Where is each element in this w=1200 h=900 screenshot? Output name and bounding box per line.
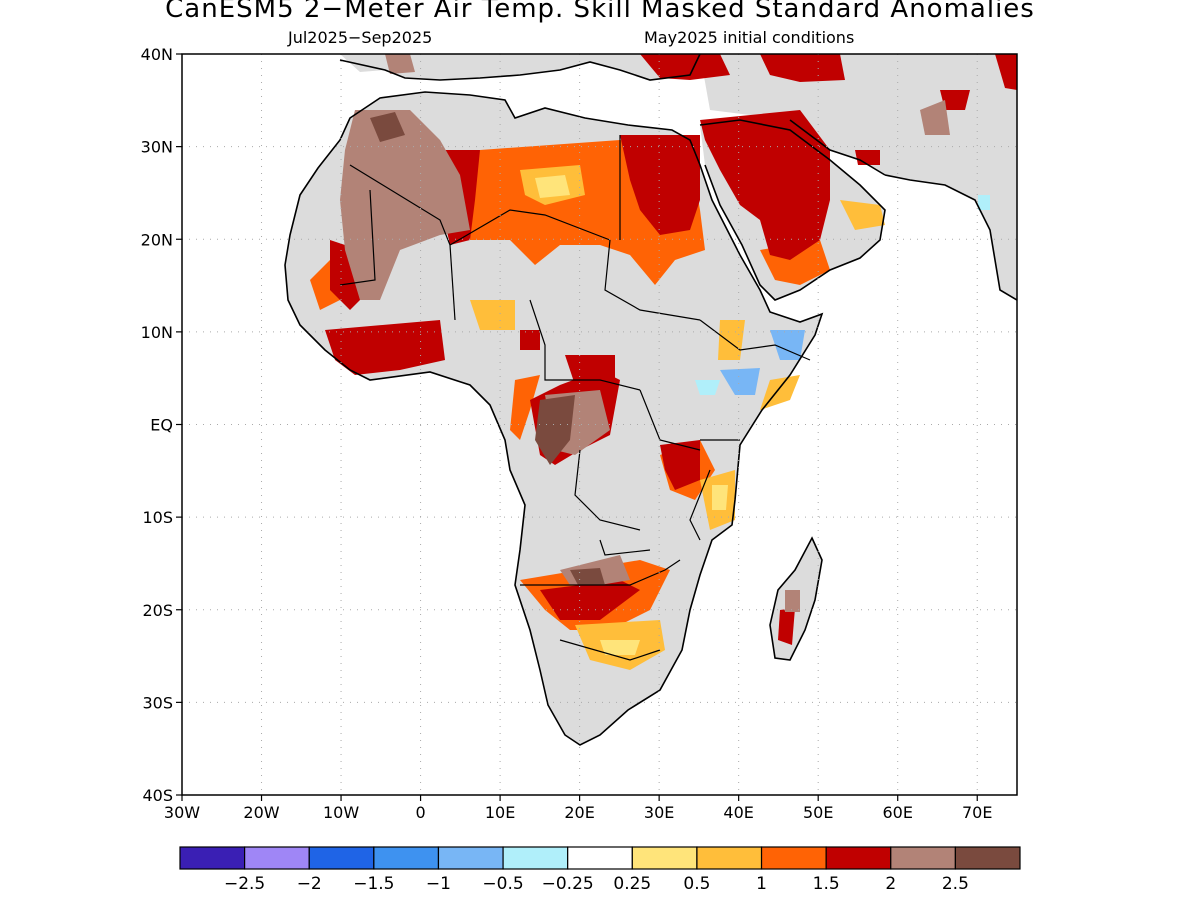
- valid-period-subtitle: Jul2025−Sep2025: [288, 28, 433, 47]
- lon-tick-label: 60E: [882, 803, 912, 822]
- colorbar-label: −0.25: [542, 874, 594, 894]
- colorbar-label: −0.5: [482, 874, 523, 894]
- lon-tick-label: 10E: [485, 803, 515, 822]
- lon-tick-label: 40E: [723, 803, 753, 822]
- lon-tick-label: 20E: [564, 803, 594, 822]
- anomaly-red: [325, 54, 1017, 645]
- lon-tick-label: 30W: [164, 803, 200, 822]
- coastlines: [284, 54, 1017, 746]
- colorbar-label: −1.5: [353, 874, 394, 894]
- colorbar-swatch: [502, 846, 569, 870]
- lon-tick-label: 70E: [962, 803, 992, 822]
- colorbar-label: −2.5: [224, 874, 265, 894]
- anomaly-blue: [695, 195, 990, 395]
- colorbar-swatch: [825, 846, 892, 870]
- country-borders: [339, 135, 811, 661]
- lon-tick-label: 20W: [243, 803, 279, 822]
- colorbar-label: 1: [756, 874, 767, 894]
- colorbar-swatch: [179, 846, 246, 870]
- colorbar-swatch: [631, 846, 698, 870]
- colorbar-label: 0.5: [683, 874, 710, 894]
- lat-tick-label: 30N: [141, 138, 173, 157]
- lat-tick-label: 30S: [142, 693, 173, 712]
- colorbar-swatch: [760, 846, 827, 870]
- colorbar-swatch: [437, 846, 504, 870]
- lon-tick-label: 0: [415, 803, 425, 822]
- lat-tick-label: EQ: [150, 416, 173, 435]
- colorbar-label: 2.5: [942, 874, 969, 894]
- anomaly-yellow: [535, 175, 728, 655]
- colorbar-label: 2: [885, 874, 896, 894]
- map-layers: [182, 54, 1017, 795]
- colorbar: −2.5 −2 −1.5 −1 −0.5 −0.25 0.25 0.5 1 1.5 2 2.5: [179, 846, 1021, 894]
- latitude-axis: 40N 30N 20N 10N EQ 10S 20S 30S 40S: [141, 45, 182, 805]
- colorbar-label: −1: [426, 874, 451, 894]
- colorbar-swatch: [954, 846, 1021, 870]
- lon-tick-label: 50E: [803, 803, 833, 822]
- initial-conditions-subtitle: May2025 initial conditions: [644, 28, 855, 47]
- lat-tick-label: 10N: [141, 323, 173, 342]
- lat-tick-label: 40S: [142, 786, 173, 805]
- colorbar-label: 0.25: [613, 874, 651, 894]
- colorbar-swatch: [373, 846, 440, 870]
- anomaly-dark-brown: [370, 112, 605, 585]
- lat-tick-label: 40N: [141, 45, 173, 64]
- colorbar-swatch: [308, 846, 375, 870]
- colorbar-swatch: [244, 846, 310, 870]
- longitude-axis: 30W 20W 10W 0 10E 20E 30E 40E 50E 60E 70E: [164, 795, 992, 822]
- colorbar-label: 1.5: [813, 874, 840, 894]
- colorbar-swatch: [567, 846, 633, 870]
- lat-tick-label: 20S: [142, 601, 173, 620]
- anomaly-brown: [340, 54, 950, 612]
- lat-tick-label: 10S: [142, 508, 173, 527]
- lon-tick-label: 30E: [644, 803, 674, 822]
- lon-tick-label: 10W: [323, 803, 359, 822]
- colorbar-label: −2: [297, 874, 322, 894]
- lat-tick-label: 20N: [141, 230, 173, 249]
- colorbar-swatch: [890, 846, 956, 870]
- colorbar-swatch: [696, 846, 763, 870]
- figure-title: CanESM5 2−Meter Air Temp. Skill Masked S…: [165, 0, 1035, 24]
- land-europe: [340, 54, 700, 80]
